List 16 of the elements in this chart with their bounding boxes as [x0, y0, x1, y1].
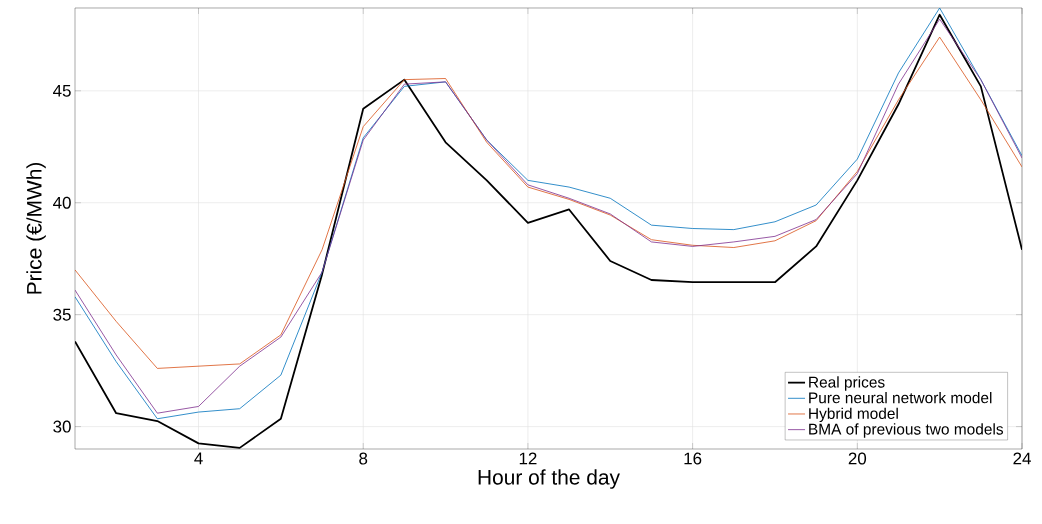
x-axis-title: Hour of the day: [478, 469, 620, 489]
legend-label: Real prices: [809, 376, 885, 391]
legend-label: Hybrid model: [809, 407, 898, 423]
legend-label: BMA of previous two models: [809, 423, 1004, 438]
x-tick-label: 8: [359, 452, 368, 465]
x-tick-label: 16: [684, 452, 702, 465]
y-tick-label: 40: [53, 196, 71, 209]
y-axis-title: Price (€/MWh): [26, 162, 46, 294]
y-tick-label: 35: [53, 308, 71, 321]
y-tick-label: 45: [53, 84, 71, 97]
y-tick-label: 30: [53, 420, 71, 433]
legend-label: Pure neural network model: [809, 391, 992, 404]
x-tick-label: 12: [519, 452, 537, 465]
x-tick-label: 4: [194, 452, 203, 465]
x-tick-label: 24: [1013, 452, 1031, 465]
x-tick-label: 20: [848, 452, 867, 465]
